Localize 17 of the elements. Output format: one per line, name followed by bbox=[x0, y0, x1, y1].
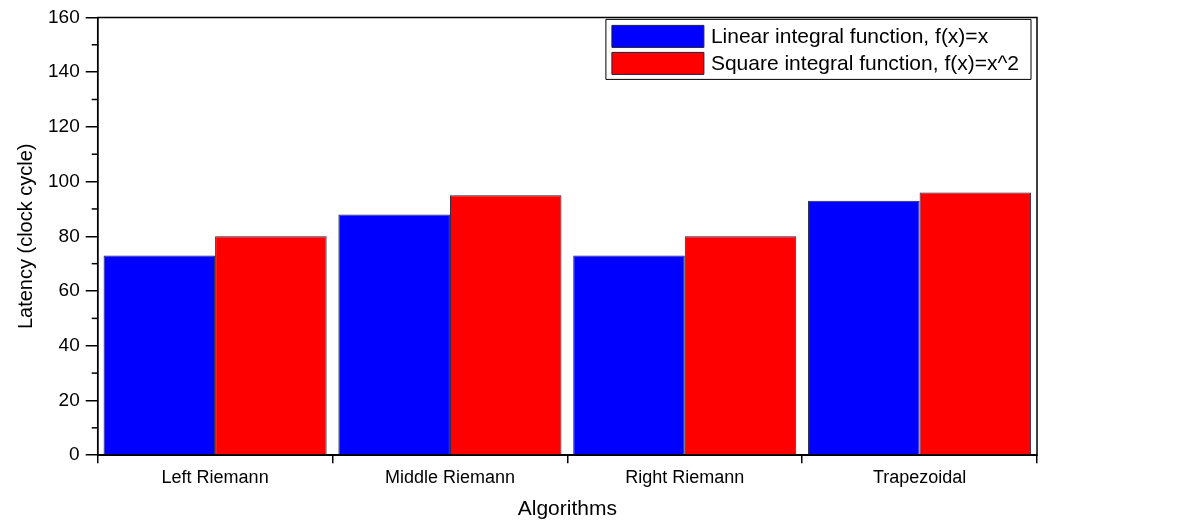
x-axis-title: Algorithms bbox=[517, 496, 617, 520]
y-tick-label: 160 bbox=[48, 5, 80, 27]
y-tick-label: 100 bbox=[48, 169, 80, 191]
y-tick-label: 40 bbox=[58, 333, 80, 355]
y-tick-label: 120 bbox=[48, 115, 80, 137]
y-tick-label: 20 bbox=[58, 388, 80, 410]
y-tick-label: 60 bbox=[58, 279, 80, 301]
x-tick-label: Left Riemann bbox=[161, 466, 269, 487]
x-tick-label: Middle Riemann bbox=[384, 466, 515, 487]
y-tick-label: 80 bbox=[58, 224, 80, 246]
y-tick-label: 140 bbox=[48, 60, 80, 82]
legend-label: Square integral function, f(x)=x^2 bbox=[710, 50, 1020, 74]
legend-label: Linear integral function, f(x)=x bbox=[710, 23, 989, 47]
y-axis-title: Latency (clock cycle) bbox=[13, 143, 36, 330]
x-tick-label: Right Riemann bbox=[625, 466, 745, 487]
x-tick-label: Trapezoidal bbox=[872, 466, 967, 487]
y-tick-label: 0 bbox=[69, 443, 80, 465]
